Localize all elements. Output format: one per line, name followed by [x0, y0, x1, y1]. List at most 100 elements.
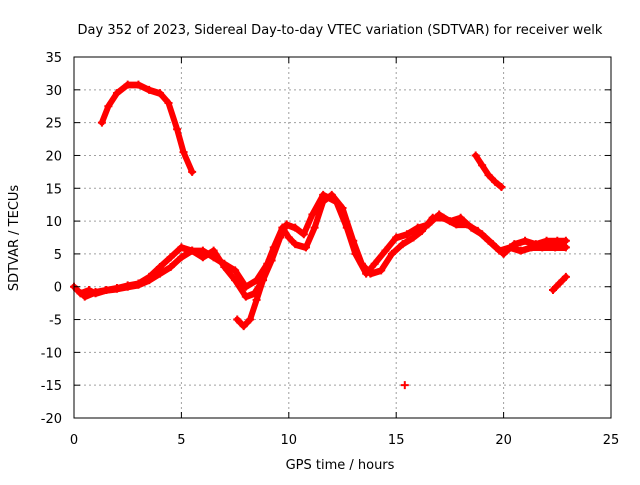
data-point — [91, 287, 100, 296]
data-point — [387, 249, 396, 258]
data-point — [259, 276, 268, 285]
data-point — [134, 279, 143, 288]
data-point — [478, 161, 487, 170]
data-point — [265, 256, 274, 265]
y-tick-label: 10 — [45, 215, 62, 230]
data-point — [561, 272, 570, 281]
data-point — [301, 243, 310, 252]
data-point — [351, 249, 360, 258]
data-point — [342, 223, 351, 232]
data-point — [112, 284, 121, 293]
data-point — [467, 223, 476, 232]
y-tick-label: 35 — [45, 51, 62, 66]
plot-frame — [73, 56, 612, 419]
data-point — [112, 89, 121, 98]
series-isolated-point — [400, 381, 409, 390]
data-point — [299, 230, 308, 239]
data-point — [456, 213, 465, 222]
x-tick-label: 5 — [177, 433, 185, 448]
y-tick-label: -15 — [41, 379, 62, 394]
data-point — [549, 286, 558, 295]
data-point — [478, 230, 487, 239]
data-point — [445, 217, 454, 226]
series-arc-late-high — [471, 151, 506, 191]
data-point — [145, 85, 154, 94]
series-line — [81, 191, 569, 300]
data-point — [188, 167, 197, 176]
series-line-spread — [83, 197, 567, 301]
data-point — [123, 80, 132, 89]
data-point — [233, 315, 242, 324]
data-point — [209, 246, 218, 255]
data-point — [555, 279, 564, 288]
data-point — [166, 263, 175, 272]
series-dip-near-8h — [233, 256, 274, 331]
data-point — [484, 171, 493, 180]
data-point — [284, 233, 293, 242]
data-point — [362, 269, 371, 278]
data-point — [561, 236, 570, 245]
y-tick-label: 15 — [45, 182, 62, 197]
data-point — [424, 220, 433, 229]
data-point — [488, 240, 497, 249]
data-point — [231, 266, 240, 275]
data-point — [134, 80, 143, 89]
data-point — [370, 259, 379, 268]
data-point — [291, 240, 300, 249]
y-tick-label: -20 — [41, 412, 62, 427]
data-point — [276, 233, 285, 242]
data-point — [104, 102, 113, 111]
data-point — [76, 289, 85, 298]
data-point — [252, 295, 261, 304]
data-point — [198, 253, 207, 262]
data-point — [179, 148, 188, 157]
data-point — [542, 236, 551, 245]
y-axis-label: SDTVAR / TECUs — [7, 185, 22, 292]
data-point — [553, 236, 562, 245]
data-point — [409, 233, 418, 242]
data-point — [491, 177, 500, 186]
data-point — [516, 246, 525, 255]
y-tick-label: 25 — [45, 117, 62, 132]
y-tick-label: 20 — [45, 149, 62, 164]
y-tick-label: -10 — [41, 346, 62, 361]
data-point — [402, 230, 411, 239]
data-point — [398, 240, 407, 249]
data-point — [155, 263, 164, 272]
data-point — [173, 125, 182, 134]
series-line — [234, 257, 273, 330]
x-tick-label: 25 — [603, 433, 620, 448]
data-point — [166, 253, 175, 262]
data-point — [231, 276, 240, 285]
data-point — [308, 210, 317, 219]
data-point — [80, 292, 89, 301]
data-point — [551, 243, 560, 252]
data-point — [246, 315, 255, 324]
data-point — [531, 240, 540, 249]
y-tick-label: 30 — [45, 84, 62, 99]
x-tick-label: 20 — [495, 433, 512, 448]
data-point — [497, 182, 506, 191]
chart-title: Day 352 of 2023, Sidereal Day-to-day VTE… — [78, 23, 603, 38]
data-point — [332, 197, 341, 206]
y-tick-label: -5 — [49, 314, 62, 329]
x-tick-label: 10 — [281, 433, 298, 448]
data-point — [102, 286, 111, 295]
data-point — [220, 263, 229, 272]
data-point — [241, 292, 250, 301]
data-traces — [70, 80, 570, 390]
data-point — [381, 246, 390, 255]
x-axis-label: GPS time / hours — [286, 458, 395, 473]
data-point — [145, 272, 154, 281]
data-point — [155, 89, 164, 98]
x-tick-label: 0 — [70, 433, 78, 448]
data-point — [521, 236, 530, 245]
data-point — [164, 98, 173, 107]
data-point — [177, 253, 186, 262]
data-point — [188, 246, 197, 255]
data-point — [291, 223, 300, 232]
data-point — [97, 118, 106, 127]
data-point — [177, 243, 186, 252]
data-point — [499, 249, 508, 258]
